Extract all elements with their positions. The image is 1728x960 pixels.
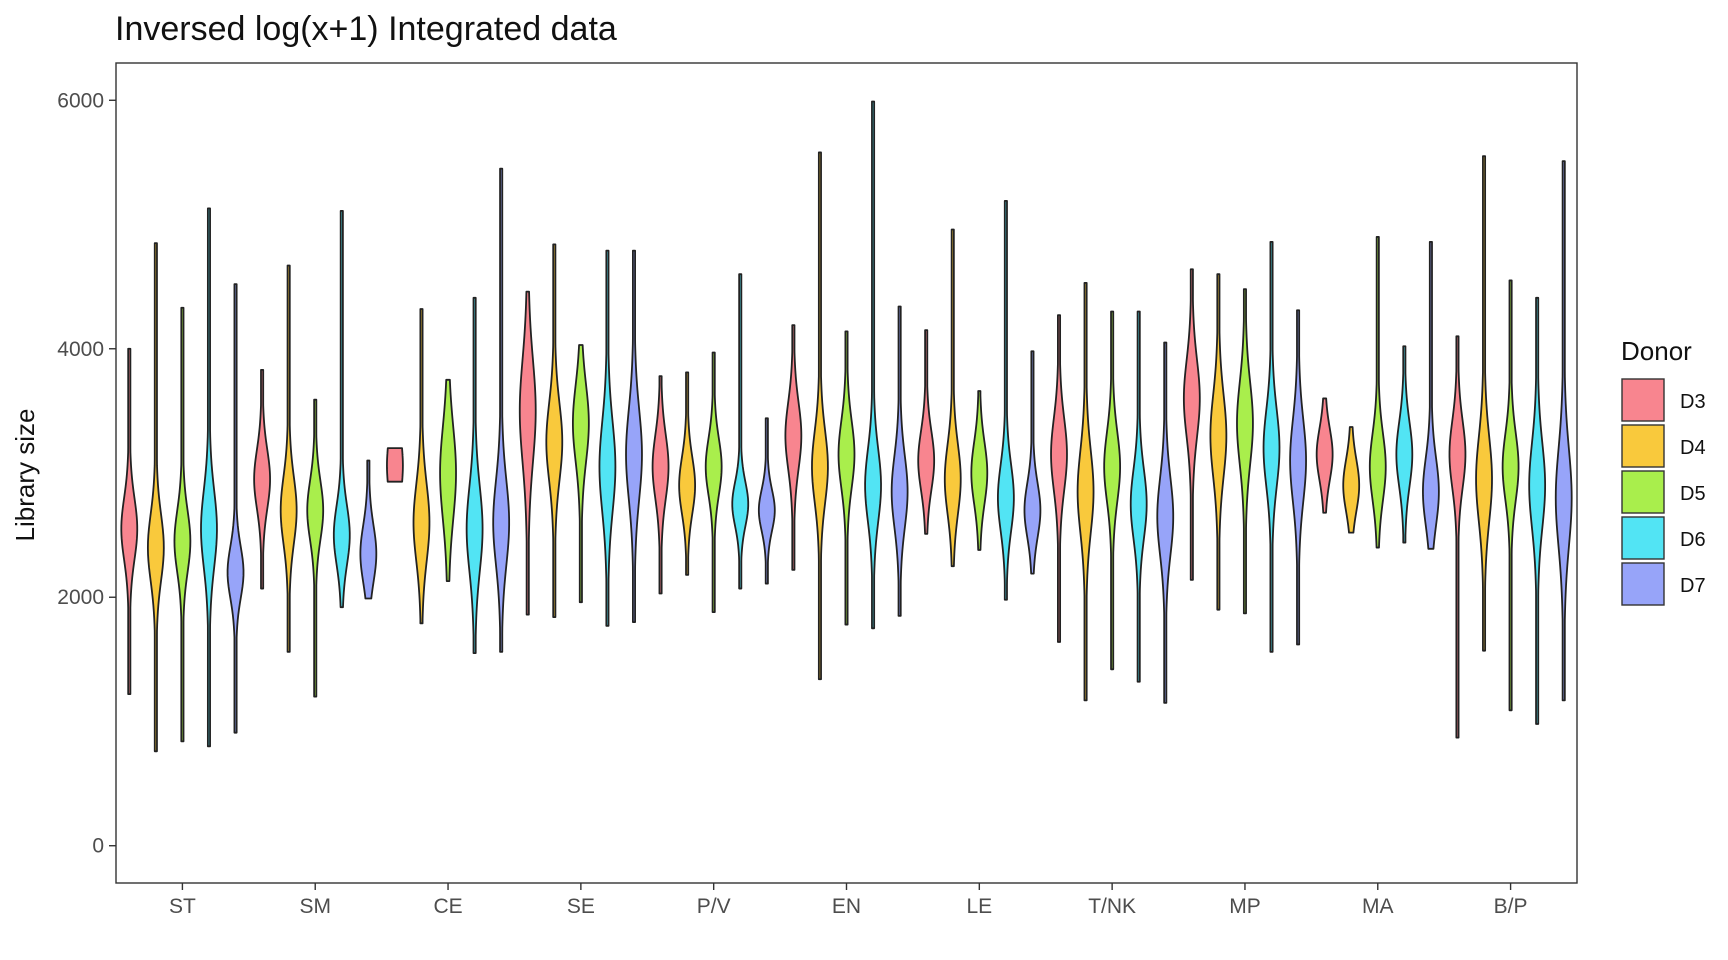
x-tick-label-mp: MP [1229,895,1261,918]
violin-le-d6 [997,200,1015,601]
violin-b-p-d7 [1554,160,1573,702]
violin-ma-d5 [1368,236,1387,549]
violin-sm-d7 [359,459,378,600]
violin-p-v-d3 [651,375,670,595]
violin-le-d7 [1023,350,1042,575]
violin-p-v-d6 [731,273,750,590]
violin-p-v-d7 [757,417,776,585]
violin-en-d6 [864,100,882,630]
x-tick-label-en: EN [832,895,861,918]
violin-en-d5 [837,330,856,626]
legend-label-d4: D4 [1680,437,1706,459]
y-tick-label: 6000 [57,89,104,112]
x-tick-label-st: ST [169,895,196,918]
x-tick-label-t-nk: T/NK [1088,895,1136,918]
violin-ce-d5 [439,378,457,582]
violin-p-v-d4 [678,371,696,576]
violin-en-d3 [784,324,803,571]
violin-st-d6 [200,207,218,748]
legend-key-d3 [1621,378,1665,422]
x-axis: ST SM CE SE P/V EN LE T/NK MP MA B/P [169,883,1528,918]
violin-mp-d6 [1262,241,1281,653]
violin-st-d5 [173,306,192,743]
violin-sm-d3 [253,368,271,590]
violin-le-d5 [970,390,989,551]
legend-label-d5: D5 [1680,483,1706,505]
violin-en-d7 [890,305,909,617]
legend-key-d5 [1621,470,1665,514]
violin-t-nk-d6 [1129,310,1148,683]
x-tick-label-sm: SM [299,895,331,918]
legend-title: Donor [1621,336,1692,366]
legend-label-d7: D7 [1680,575,1706,597]
violin-se-d7 [625,249,643,623]
x-tick-label-se: SE [567,895,595,918]
violin-t-nk-d3 [1050,314,1068,643]
violin-se-d5 [571,344,590,604]
x-tick-label-le: LE [966,895,992,918]
violin-st-d3 [120,347,139,696]
violin-mp-d5 [1236,288,1254,615]
violin-p-v-d5 [704,351,723,614]
violin-ma-d4 [1342,426,1361,534]
violin-le-d4 [943,228,962,568]
violin-ce-d6 [465,296,484,655]
y-axis-title: Library size [10,409,40,542]
violin-le-d3 [917,329,936,535]
violin-se-d6 [598,249,617,627]
legend-label-d6: D6 [1680,529,1706,551]
legend-key-d4 [1621,424,1665,468]
y-axis: 0 2000 4000 6000 [57,89,116,858]
violin-ma-d6 [1395,345,1414,544]
violin-ma-d7 [1422,241,1440,550]
violin-en-d4 [811,151,829,681]
violin-mp-d3 [1182,268,1201,581]
violin-layer [120,100,1573,753]
violin-sm-d5 [306,398,325,698]
violin-sm-d6 [332,209,351,609]
y-tick-label: 4000 [57,338,104,361]
violin-b-p-d5 [1501,279,1520,712]
y-tick-label: 2000 [57,586,104,609]
violin-b-p-d4 [1475,155,1493,652]
x-tick-label-ma: MA [1362,895,1394,918]
violin-t-nk-d5 [1103,310,1122,671]
chart-title: Inversed log(x+1) Integrated data [115,10,617,48]
legend-label-d3: D3 [1680,391,1706,413]
violin-mp-d4 [1209,273,1228,611]
x-tick-label-ce: CE [433,895,462,918]
violin-se-d3 [518,290,537,616]
violin-b-p-d6 [1528,296,1547,725]
x-tick-label-p-v: P/V [697,895,731,918]
legend: Donor D3 D4 D5 D6 D7 [1621,336,1706,606]
violin-ma-d3 [1315,397,1334,514]
violin-t-nk-d4 [1076,282,1095,702]
x-tick-label-b-p: B/P [1494,895,1528,918]
violin-st-d7 [226,283,245,734]
violin-ce-d7 [492,167,511,653]
violin-mp-d7 [1289,309,1307,646]
violin-b-p-d3 [1448,335,1467,739]
violin-sm-d4 [279,264,298,653]
violin-ce-d4 [412,308,431,625]
violin-ce-d3 [386,447,404,483]
legend-items: D3 D4 D5 D6 D7 [1621,378,1706,606]
y-tick-label: 0 [92,835,104,858]
violin-t-nk-d7 [1156,341,1175,704]
violin-st-d4 [146,242,165,753]
legend-key-d7 [1621,562,1665,606]
violin-se-d4 [545,243,564,619]
legend-key-d6 [1621,516,1665,560]
